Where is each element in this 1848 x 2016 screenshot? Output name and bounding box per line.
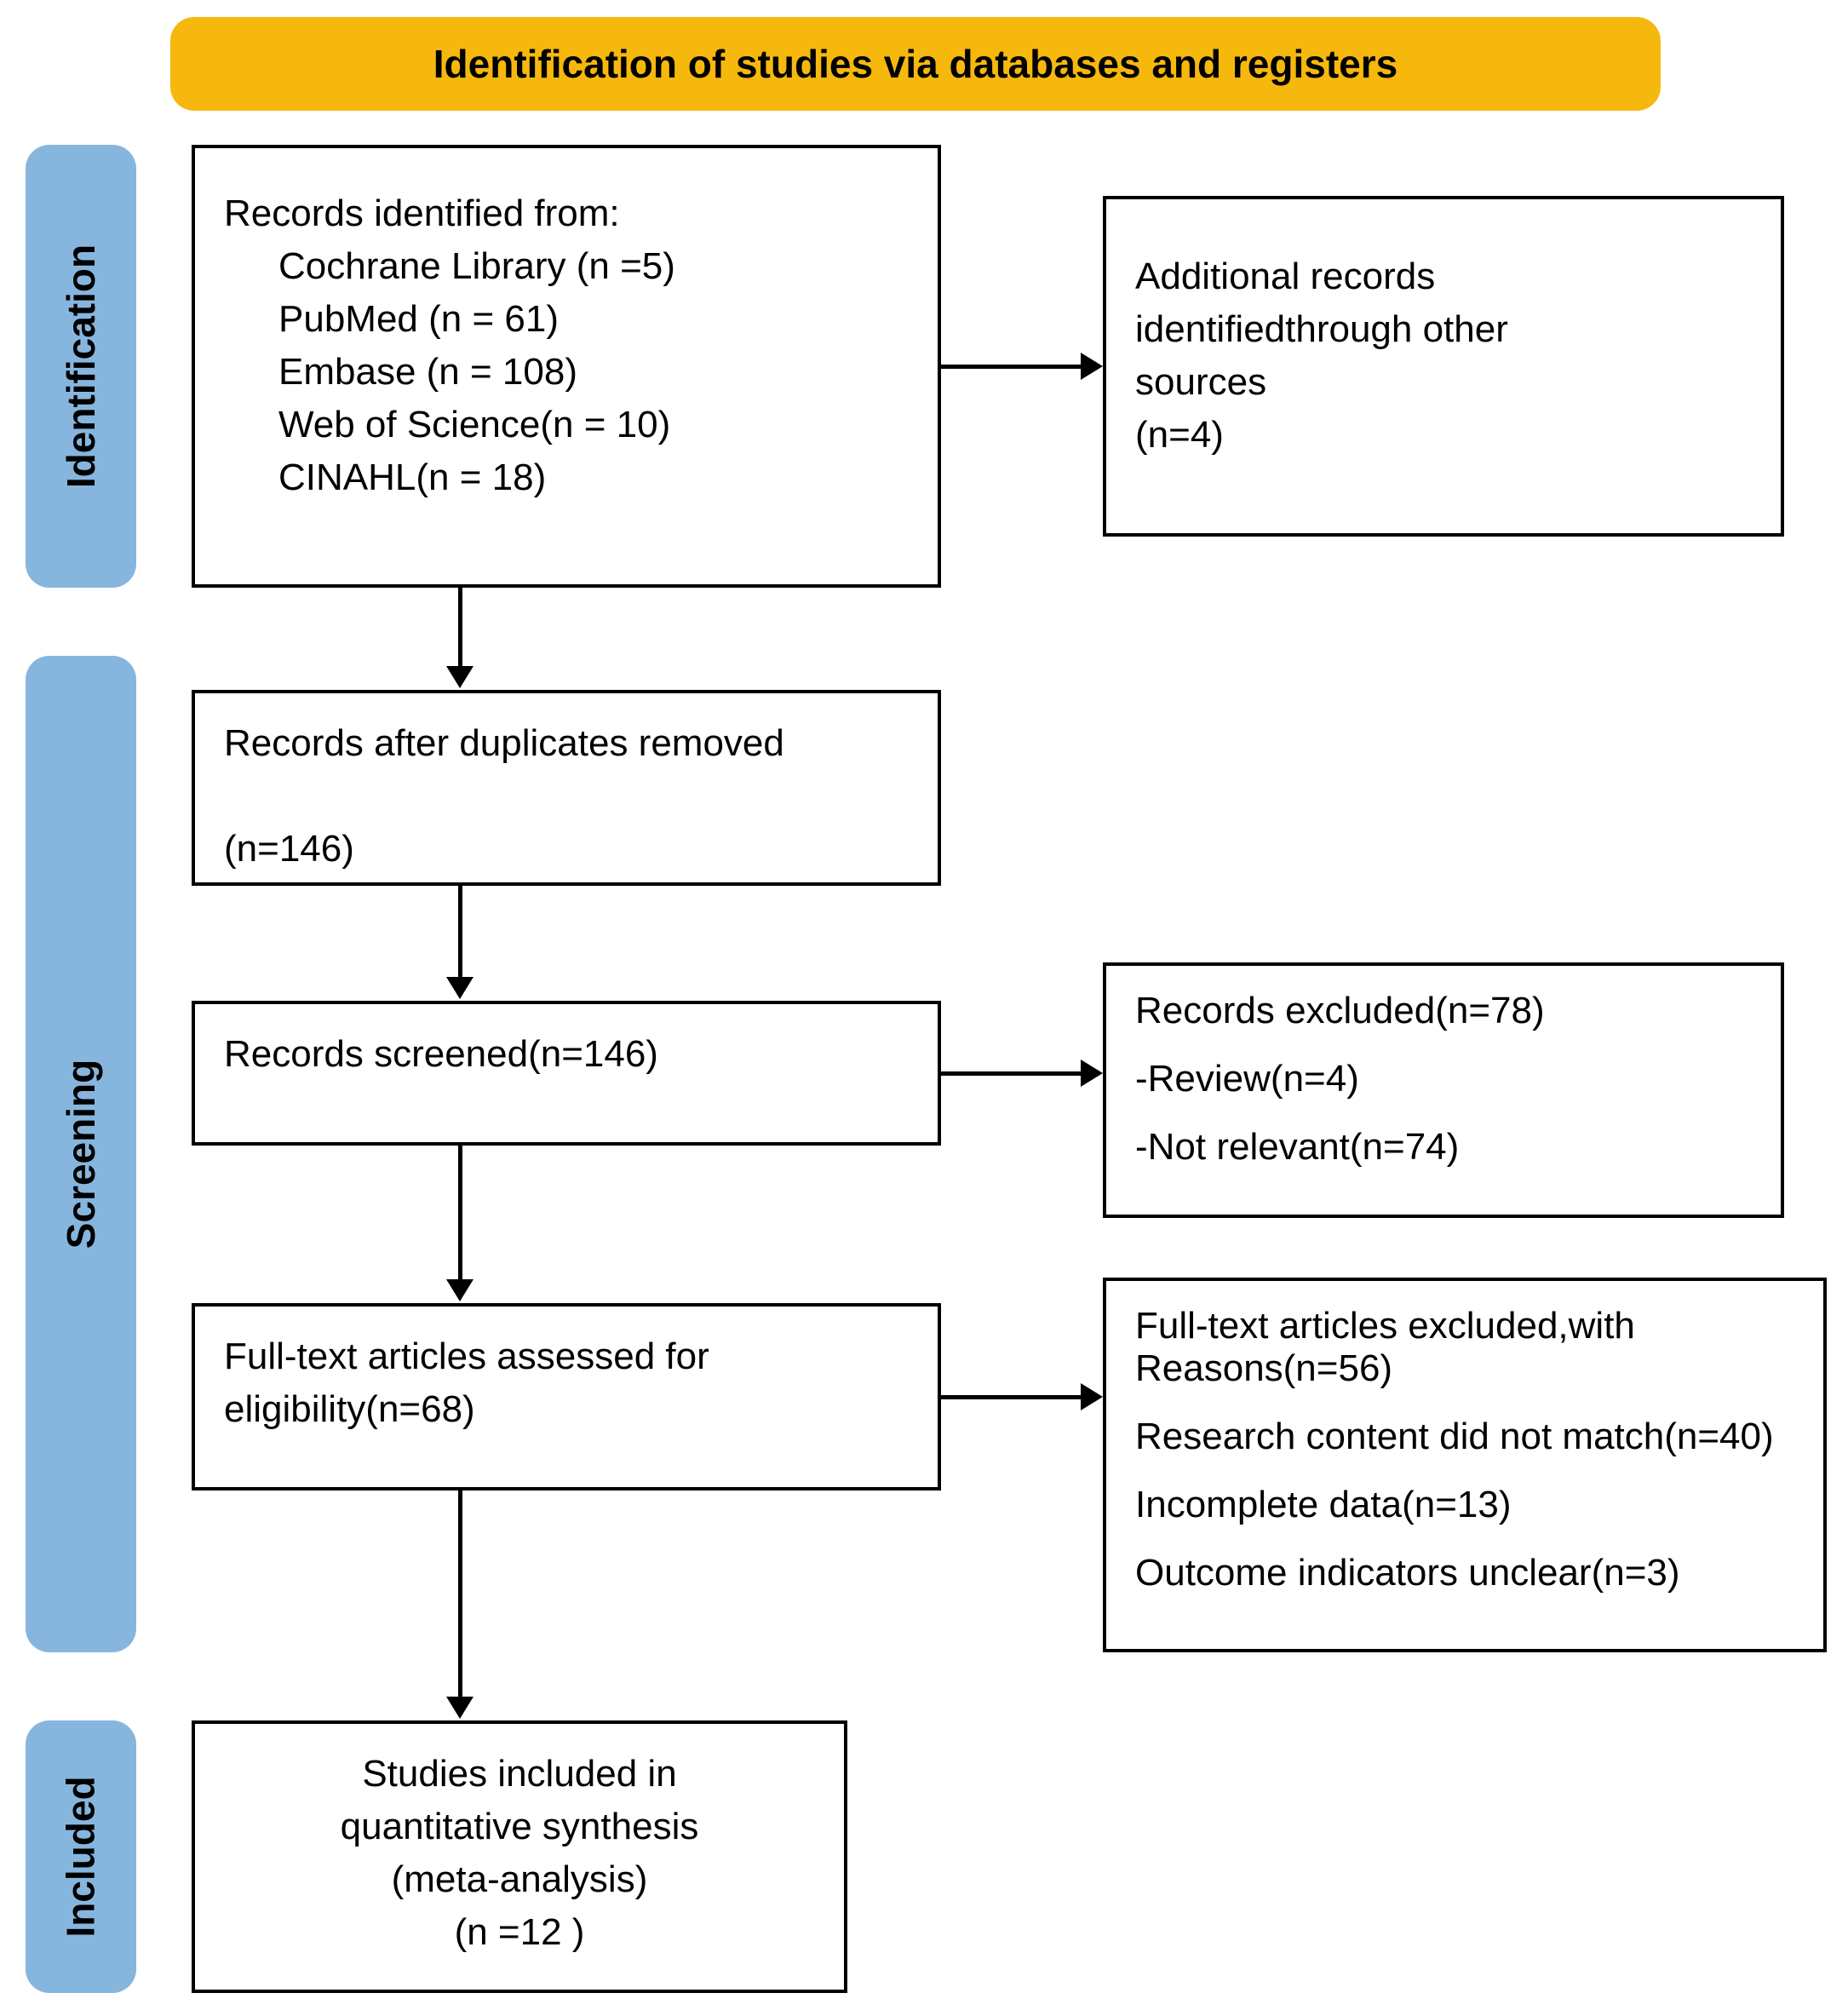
box-records_excluded: Records excluded(n=78) -Review(n=4) -Not… [1103, 962, 1784, 1218]
box-line: Full-text articles excluded,with [1135, 1305, 1794, 1347]
box-line: quantitative synthesis [224, 1801, 815, 1853]
stage-tab-label-identification: Identification [58, 244, 104, 488]
box-additional_records: Additional recordsidentifiedthrough othe… [1103, 196, 1784, 537]
box-line: eligibility(n=68) [224, 1383, 909, 1436]
box-line: Research content did not match(n=40) [1135, 1416, 1794, 1458]
arrow-head [446, 1279, 473, 1301]
box-included_box: Studies included inquantitative synthesi… [192, 1720, 847, 1993]
box-line: -Not relevant(n=74) [1135, 1126, 1752, 1169]
stage-tab-identification: Identification [26, 145, 136, 588]
box-fulltext_excluded: Full-text articles excluded,withReasons(… [1103, 1278, 1827, 1652]
box-line: Records screened(n=146) [224, 1028, 909, 1081]
arrow-head [1081, 353, 1103, 380]
arrow-head [446, 666, 473, 688]
box-line: Studies included in [224, 1748, 815, 1801]
box-item: Embase (n = 108) [224, 346, 909, 399]
stage-tab-screening: Screening [26, 656, 136, 1652]
box-item: PubMed (n = 61) [224, 293, 909, 346]
box-line [1135, 1458, 1794, 1484]
box-line [1135, 1032, 1752, 1058]
arrow-line [941, 1071, 1081, 1076]
arrow-line [941, 1395, 1081, 1399]
arrow-line [458, 588, 462, 666]
box-line: sources [1135, 356, 1752, 409]
box-after_duplicates: Records after duplicates removed (n=146) [192, 690, 941, 886]
prisma-flowchart: Identification of studies via databases … [0, 0, 1848, 2016]
box-line: Outcome indicators unclear(n=3) [1135, 1552, 1794, 1594]
arrow-line [458, 1490, 462, 1697]
box-line: Reasons(n=56) [1135, 1347, 1794, 1390]
header-title-text: Identification of studies via databases … [433, 41, 1397, 87]
box-line: (n=146) [224, 823, 909, 876]
box-line: (meta-analysis) [224, 1853, 815, 1906]
arrow-head [1081, 1383, 1103, 1410]
box-line [224, 770, 909, 823]
box-line: Records excluded(n=78) [1135, 990, 1752, 1032]
arrow-head [1081, 1060, 1103, 1087]
arrow-line [458, 886, 462, 977]
box-line: identifiedthrough other [1135, 303, 1752, 356]
box-line: (n =12 ) [224, 1906, 815, 1959]
box-line: (n=4) [1135, 409, 1752, 462]
stage-tab-label-included: Included [58, 1776, 104, 1937]
box-fulltext_assessed: Full-text articles assessed foreligibili… [192, 1303, 941, 1490]
box-title: Records identified from: [224, 187, 909, 240]
box-line: Full-text articles assessed for [224, 1330, 909, 1383]
stage-tab-included: Included [26, 1720, 136, 1993]
box-line [1135, 1100, 1752, 1126]
arrow-line [458, 1146, 462, 1279]
box-line: Incomplete data(n=13) [1135, 1484, 1794, 1526]
box-line: Records after duplicates removed [224, 717, 909, 770]
arrow-head [446, 1697, 473, 1719]
box-records_identified: Records identified from:Cochrane Library… [192, 145, 941, 588]
box-line [1135, 1526, 1794, 1552]
box-item: Cochrane Library (n =5) [224, 240, 909, 293]
header-title-bar: Identification of studies via databases … [170, 17, 1661, 111]
box-line [1135, 1390, 1794, 1416]
stage-tab-label-screening: Screening [58, 1060, 104, 1249]
box-line: Additional records [1135, 250, 1752, 303]
box-item: Web of Science(n = 10) [224, 399, 909, 451]
arrow-head [446, 977, 473, 999]
box-item: CINAHL(n = 18) [224, 451, 909, 504]
arrow-line [941, 365, 1081, 369]
box-line: -Review(n=4) [1135, 1058, 1752, 1100]
box-records_screened: Records screened(n=146) [192, 1001, 941, 1146]
